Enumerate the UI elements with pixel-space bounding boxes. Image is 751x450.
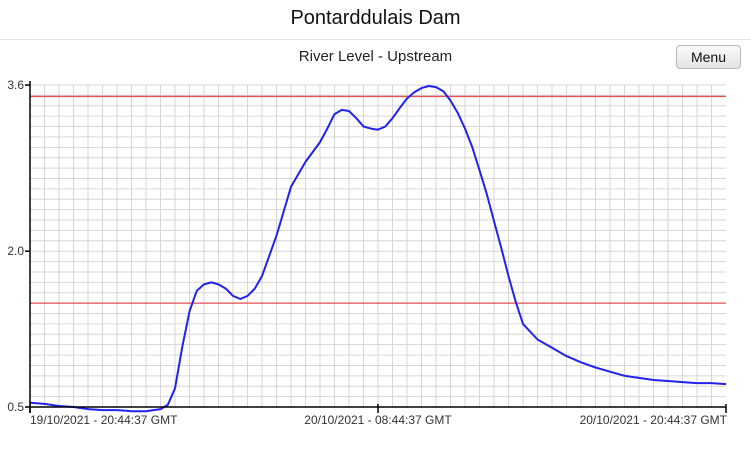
series-line bbox=[29, 85, 727, 413]
menu-button[interactable]: Menu bbox=[676, 45, 741, 69]
chart-grid bbox=[30, 84, 726, 407]
x-tick-label: 19/10/2021 - 20:44:37 GMT bbox=[30, 413, 178, 427]
y-tick-label: 2.0 bbox=[7, 244, 24, 258]
y-tick-label: 3.6 bbox=[7, 78, 24, 92]
series-layer bbox=[29, 85, 727, 413]
page-header: Pontarddulais Dam bbox=[0, 0, 751, 40]
page-title: Pontarddulais Dam bbox=[290, 7, 461, 29]
y-tick-label: 0.5 bbox=[7, 400, 24, 414]
chart-title: River Level - Upstream bbox=[298, 48, 453, 65]
threshold-lines bbox=[30, 95, 726, 304]
chart-axes: 0.5 2.0 3.6 19/10/2021 - 20:44:37 GMT 20/10/… bbox=[7, 78, 727, 427]
x-tick-label: 20/10/2021 - 08:44:37 GMT bbox=[304, 413, 452, 427]
x-tick-label: 20/10/2021 - 20:44:37 GMT bbox=[580, 413, 728, 427]
